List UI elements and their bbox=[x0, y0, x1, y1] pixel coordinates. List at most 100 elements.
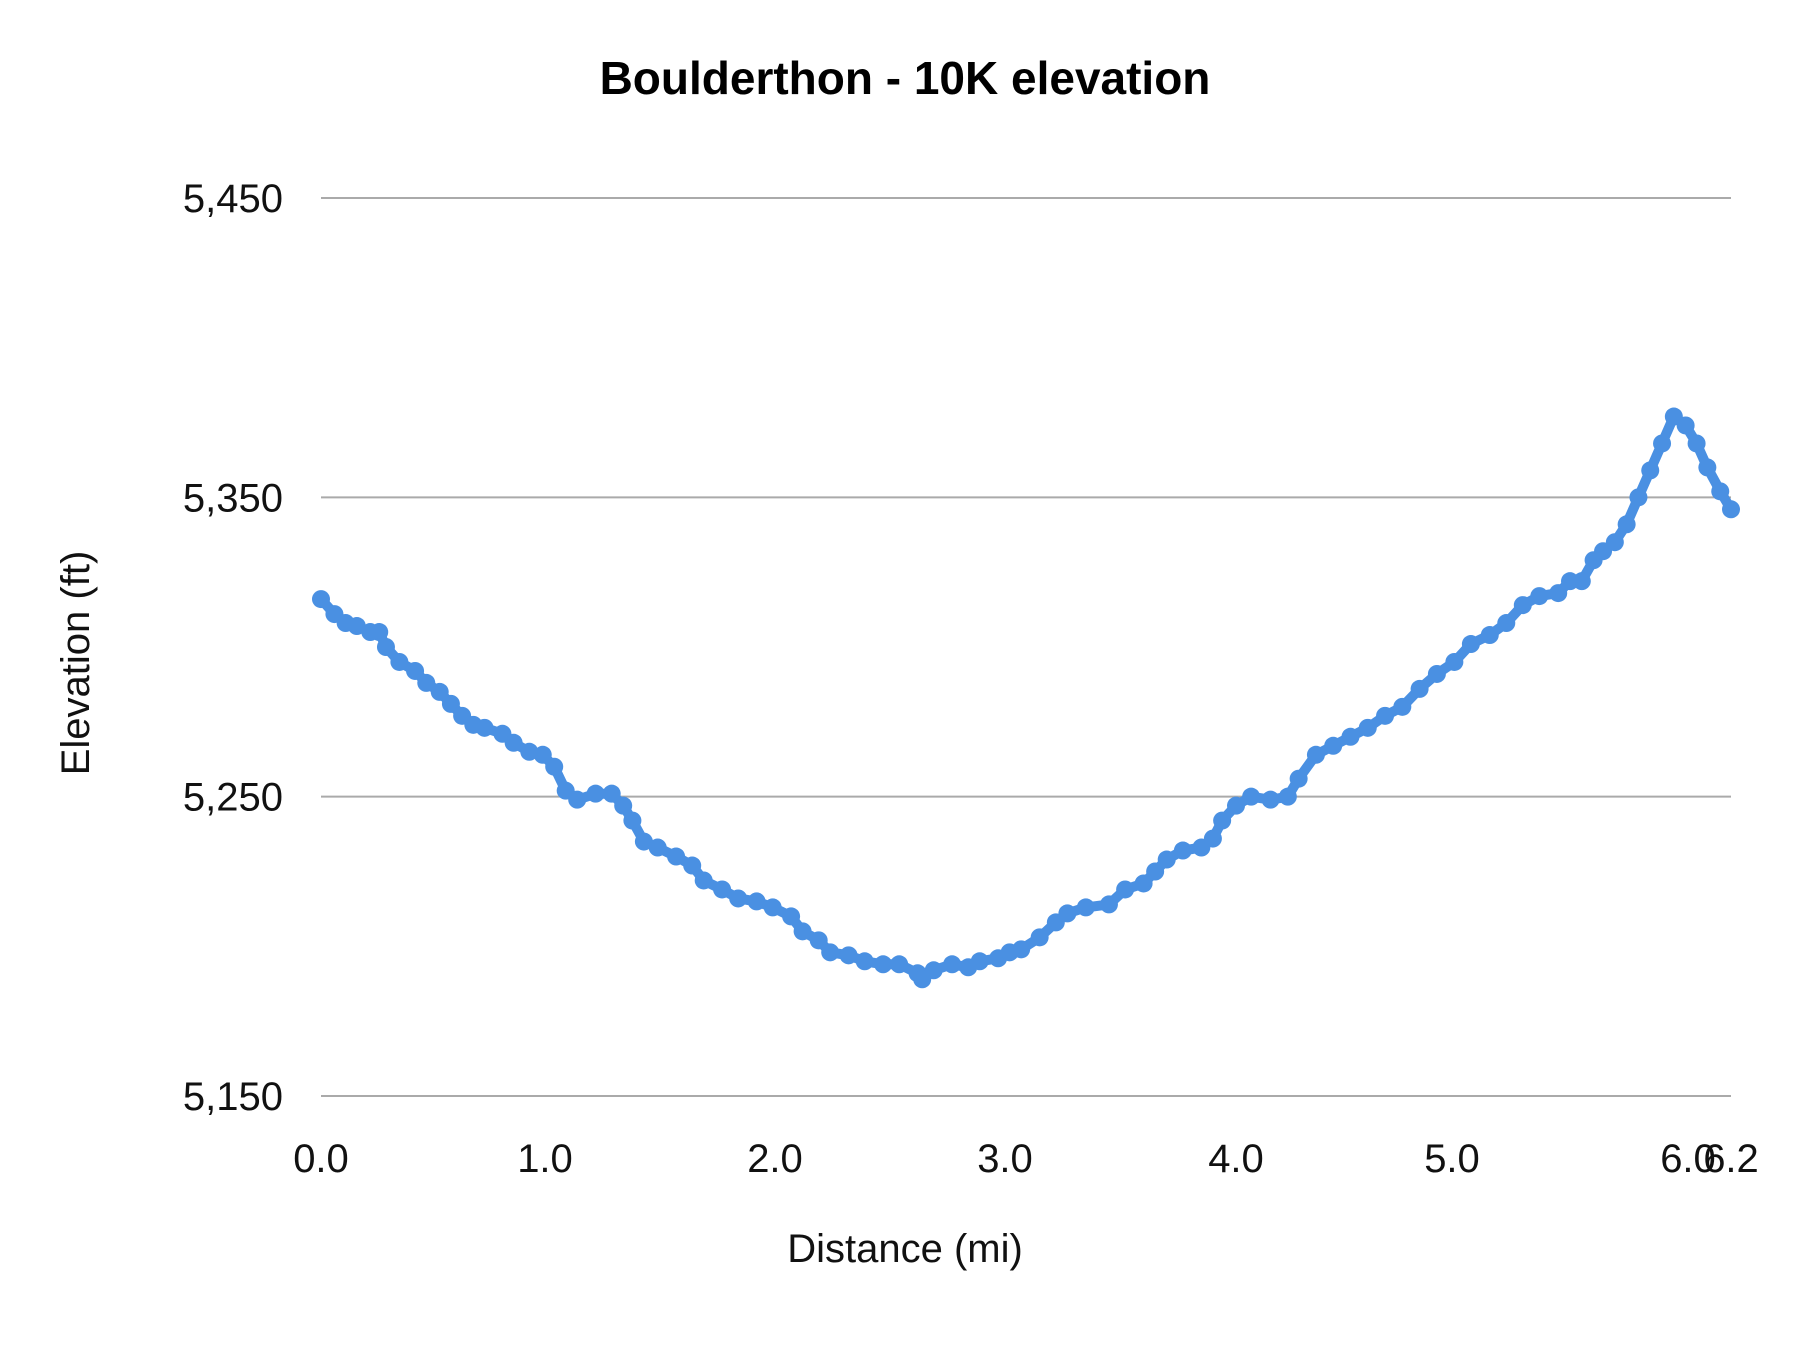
x-tick-label: 6.0 bbox=[1660, 1137, 1716, 1181]
data-point bbox=[1076, 898, 1095, 917]
data-point bbox=[694, 871, 713, 890]
data-point bbox=[924, 961, 943, 980]
data-point bbox=[1461, 635, 1480, 654]
data-point bbox=[1410, 679, 1429, 698]
data-point bbox=[667, 847, 686, 866]
data-point bbox=[602, 784, 621, 803]
data-point bbox=[1497, 614, 1516, 633]
data-point bbox=[970, 952, 989, 971]
data-point bbox=[1617, 515, 1636, 534]
data-point bbox=[1376, 706, 1395, 725]
data-point bbox=[821, 943, 840, 962]
data-point bbox=[1480, 626, 1499, 645]
data-point bbox=[312, 590, 330, 609]
data-point bbox=[1099, 895, 1118, 914]
data-point bbox=[1513, 596, 1532, 615]
data-point bbox=[504, 733, 523, 752]
data-point bbox=[1278, 787, 1297, 806]
data-point bbox=[586, 784, 605, 803]
data-point bbox=[1641, 461, 1660, 480]
data-point bbox=[390, 652, 409, 671]
data-point bbox=[1629, 488, 1648, 507]
x-tick-label: 6.2 bbox=[1703, 1137, 1759, 1181]
y-tick-label: 5,150 bbox=[183, 1075, 283, 1119]
data-point bbox=[1203, 829, 1222, 848]
data-point bbox=[475, 718, 494, 737]
data-point bbox=[441, 694, 460, 713]
y-tick-label: 5,450 bbox=[183, 177, 283, 221]
data-point bbox=[1242, 787, 1261, 806]
x-tick-label: 1.0 bbox=[517, 1137, 573, 1181]
data-point bbox=[1227, 796, 1245, 815]
x-tick-label: 4.0 bbox=[1208, 1137, 1264, 1181]
data-point bbox=[855, 952, 874, 971]
data-point bbox=[545, 757, 564, 776]
data-point bbox=[1261, 790, 1280, 809]
data-point bbox=[1116, 880, 1135, 899]
series-line bbox=[317, 411, 1736, 985]
data-point bbox=[1306, 745, 1325, 764]
data-point bbox=[1698, 458, 1717, 477]
data-point bbox=[1445, 652, 1464, 671]
data-point bbox=[782, 907, 801, 926]
chart-title: Boulderthon - 10K elevation bbox=[600, 52, 1211, 104]
data-point bbox=[1572, 572, 1591, 591]
data-point bbox=[623, 811, 642, 830]
data-point bbox=[1289, 769, 1308, 788]
data-point bbox=[1146, 862, 1165, 881]
data-point bbox=[943, 955, 962, 974]
elevation-series bbox=[312, 407, 1740, 989]
data-point bbox=[1605, 533, 1624, 552]
data-point bbox=[793, 922, 812, 941]
x-tick-label: 5.0 bbox=[1424, 1137, 1480, 1181]
x-tick-label: 0.0 bbox=[293, 1137, 349, 1181]
y-axis-ticks: 5,150 5,250 5,350 5,450 bbox=[183, 177, 283, 1119]
data-point bbox=[1173, 841, 1192, 860]
data-point bbox=[1134, 874, 1153, 893]
data-point bbox=[1012, 940, 1031, 959]
data-point bbox=[430, 682, 449, 701]
data-point bbox=[1676, 416, 1695, 435]
y-axis-label: Elevation (ft) bbox=[54, 551, 98, 776]
data-point bbox=[1058, 904, 1077, 923]
data-point bbox=[809, 931, 828, 950]
data-point bbox=[1653, 434, 1672, 453]
data-point bbox=[1213, 811, 1232, 830]
y-tick-label: 5,350 bbox=[183, 476, 283, 520]
data-point bbox=[763, 898, 782, 917]
x-tick-label: 2.0 bbox=[747, 1137, 803, 1181]
data-point bbox=[347, 617, 366, 636]
y-tick-label: 5,250 bbox=[183, 776, 283, 820]
data-point bbox=[376, 638, 395, 656]
data-point bbox=[890, 955, 909, 974]
data-point bbox=[1393, 697, 1412, 716]
data-point bbox=[1358, 718, 1377, 737]
data-point bbox=[839, 946, 858, 965]
data-point bbox=[683, 856, 702, 875]
data-point bbox=[713, 880, 732, 899]
data-point bbox=[568, 790, 587, 809]
data-point bbox=[533, 745, 552, 764]
data-point bbox=[1030, 928, 1049, 947]
data-point bbox=[1324, 736, 1343, 755]
data-point bbox=[370, 623, 389, 642]
data-point bbox=[417, 673, 436, 692]
x-tick-label: 3.0 bbox=[977, 1137, 1033, 1181]
data-point bbox=[648, 838, 667, 857]
data-point bbox=[747, 892, 766, 911]
data-point bbox=[1549, 584, 1568, 603]
data-point bbox=[1427, 664, 1446, 683]
data-point bbox=[1530, 587, 1549, 606]
data-point bbox=[614, 796, 633, 815]
x-axis-ticks: 0.0 1.0 2.0 3.0 4.0 5.0 6.06.2 bbox=[293, 1137, 1759, 1181]
data-point bbox=[634, 832, 653, 851]
data-point bbox=[406, 661, 425, 680]
data-point bbox=[1341, 727, 1360, 746]
data-point bbox=[1722, 500, 1740, 519]
gridlines bbox=[321, 197, 1731, 1097]
data-point bbox=[874, 955, 893, 974]
data-point bbox=[1157, 850, 1176, 869]
data-point bbox=[729, 889, 748, 908]
data-point bbox=[1711, 482, 1730, 501]
